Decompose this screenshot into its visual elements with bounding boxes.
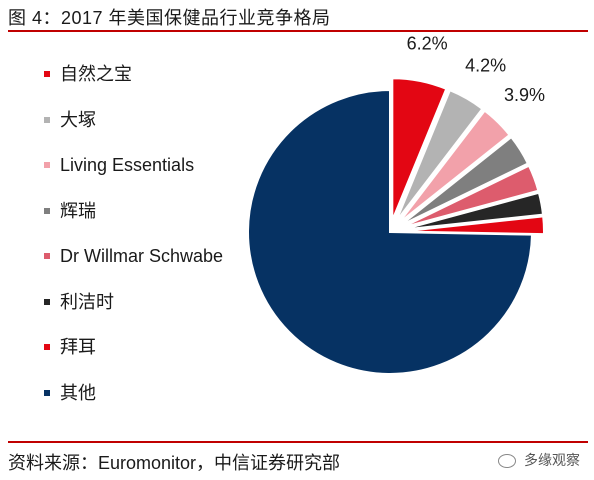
legend-swatch	[44, 389, 50, 396]
legend-swatch	[44, 162, 50, 168]
wechat-icon	[498, 454, 516, 469]
data-label: 6.2%	[407, 34, 448, 54]
chart-title: 图 4：2017 年美国保健品行业竞争格局	[8, 8, 331, 28]
legend-label: 辉瑞	[60, 200, 96, 221]
source-divider	[8, 441, 588, 443]
pie-slice	[247, 88, 533, 375]
pie-slice	[391, 77, 448, 221]
legend-label: Dr Willmar Schwabe	[60, 246, 224, 266]
pie-slice	[399, 135, 530, 227]
legend-label: 利洁时	[60, 291, 114, 312]
legend-label: 自然之宝	[60, 64, 132, 84]
legend-label: 大塚	[60, 109, 96, 130]
watermark-text: 多缘观察	[524, 452, 580, 468]
pie-slice	[400, 164, 540, 229]
watermark: 多缘观察	[498, 450, 580, 470]
pie-chart: 6.2% 4.2% 3.9%	[247, 34, 545, 375]
legend-label: 其他	[60, 382, 96, 403]
legend-label: Living Essentials	[60, 155, 195, 175]
pie-slice	[395, 88, 484, 223]
pie-slice	[401, 215, 545, 236]
legend-swatch	[44, 253, 50, 259]
legend-swatch	[44, 116, 50, 123]
legend-swatch	[44, 344, 50, 350]
data-label: 4.2%	[465, 56, 506, 76]
legend-label: 拜耳	[60, 337, 96, 357]
title-divider	[8, 30, 588, 32]
source-note: 资料来源：Euromonitor，中信证券研究部	[8, 453, 341, 473]
legend-swatch	[44, 207, 50, 214]
legend-swatch	[44, 71, 50, 77]
pie-slice	[401, 191, 545, 231]
pie-slice	[397, 109, 511, 225]
data-label: 3.9%	[504, 85, 545, 105]
legend-swatch	[44, 298, 50, 305]
